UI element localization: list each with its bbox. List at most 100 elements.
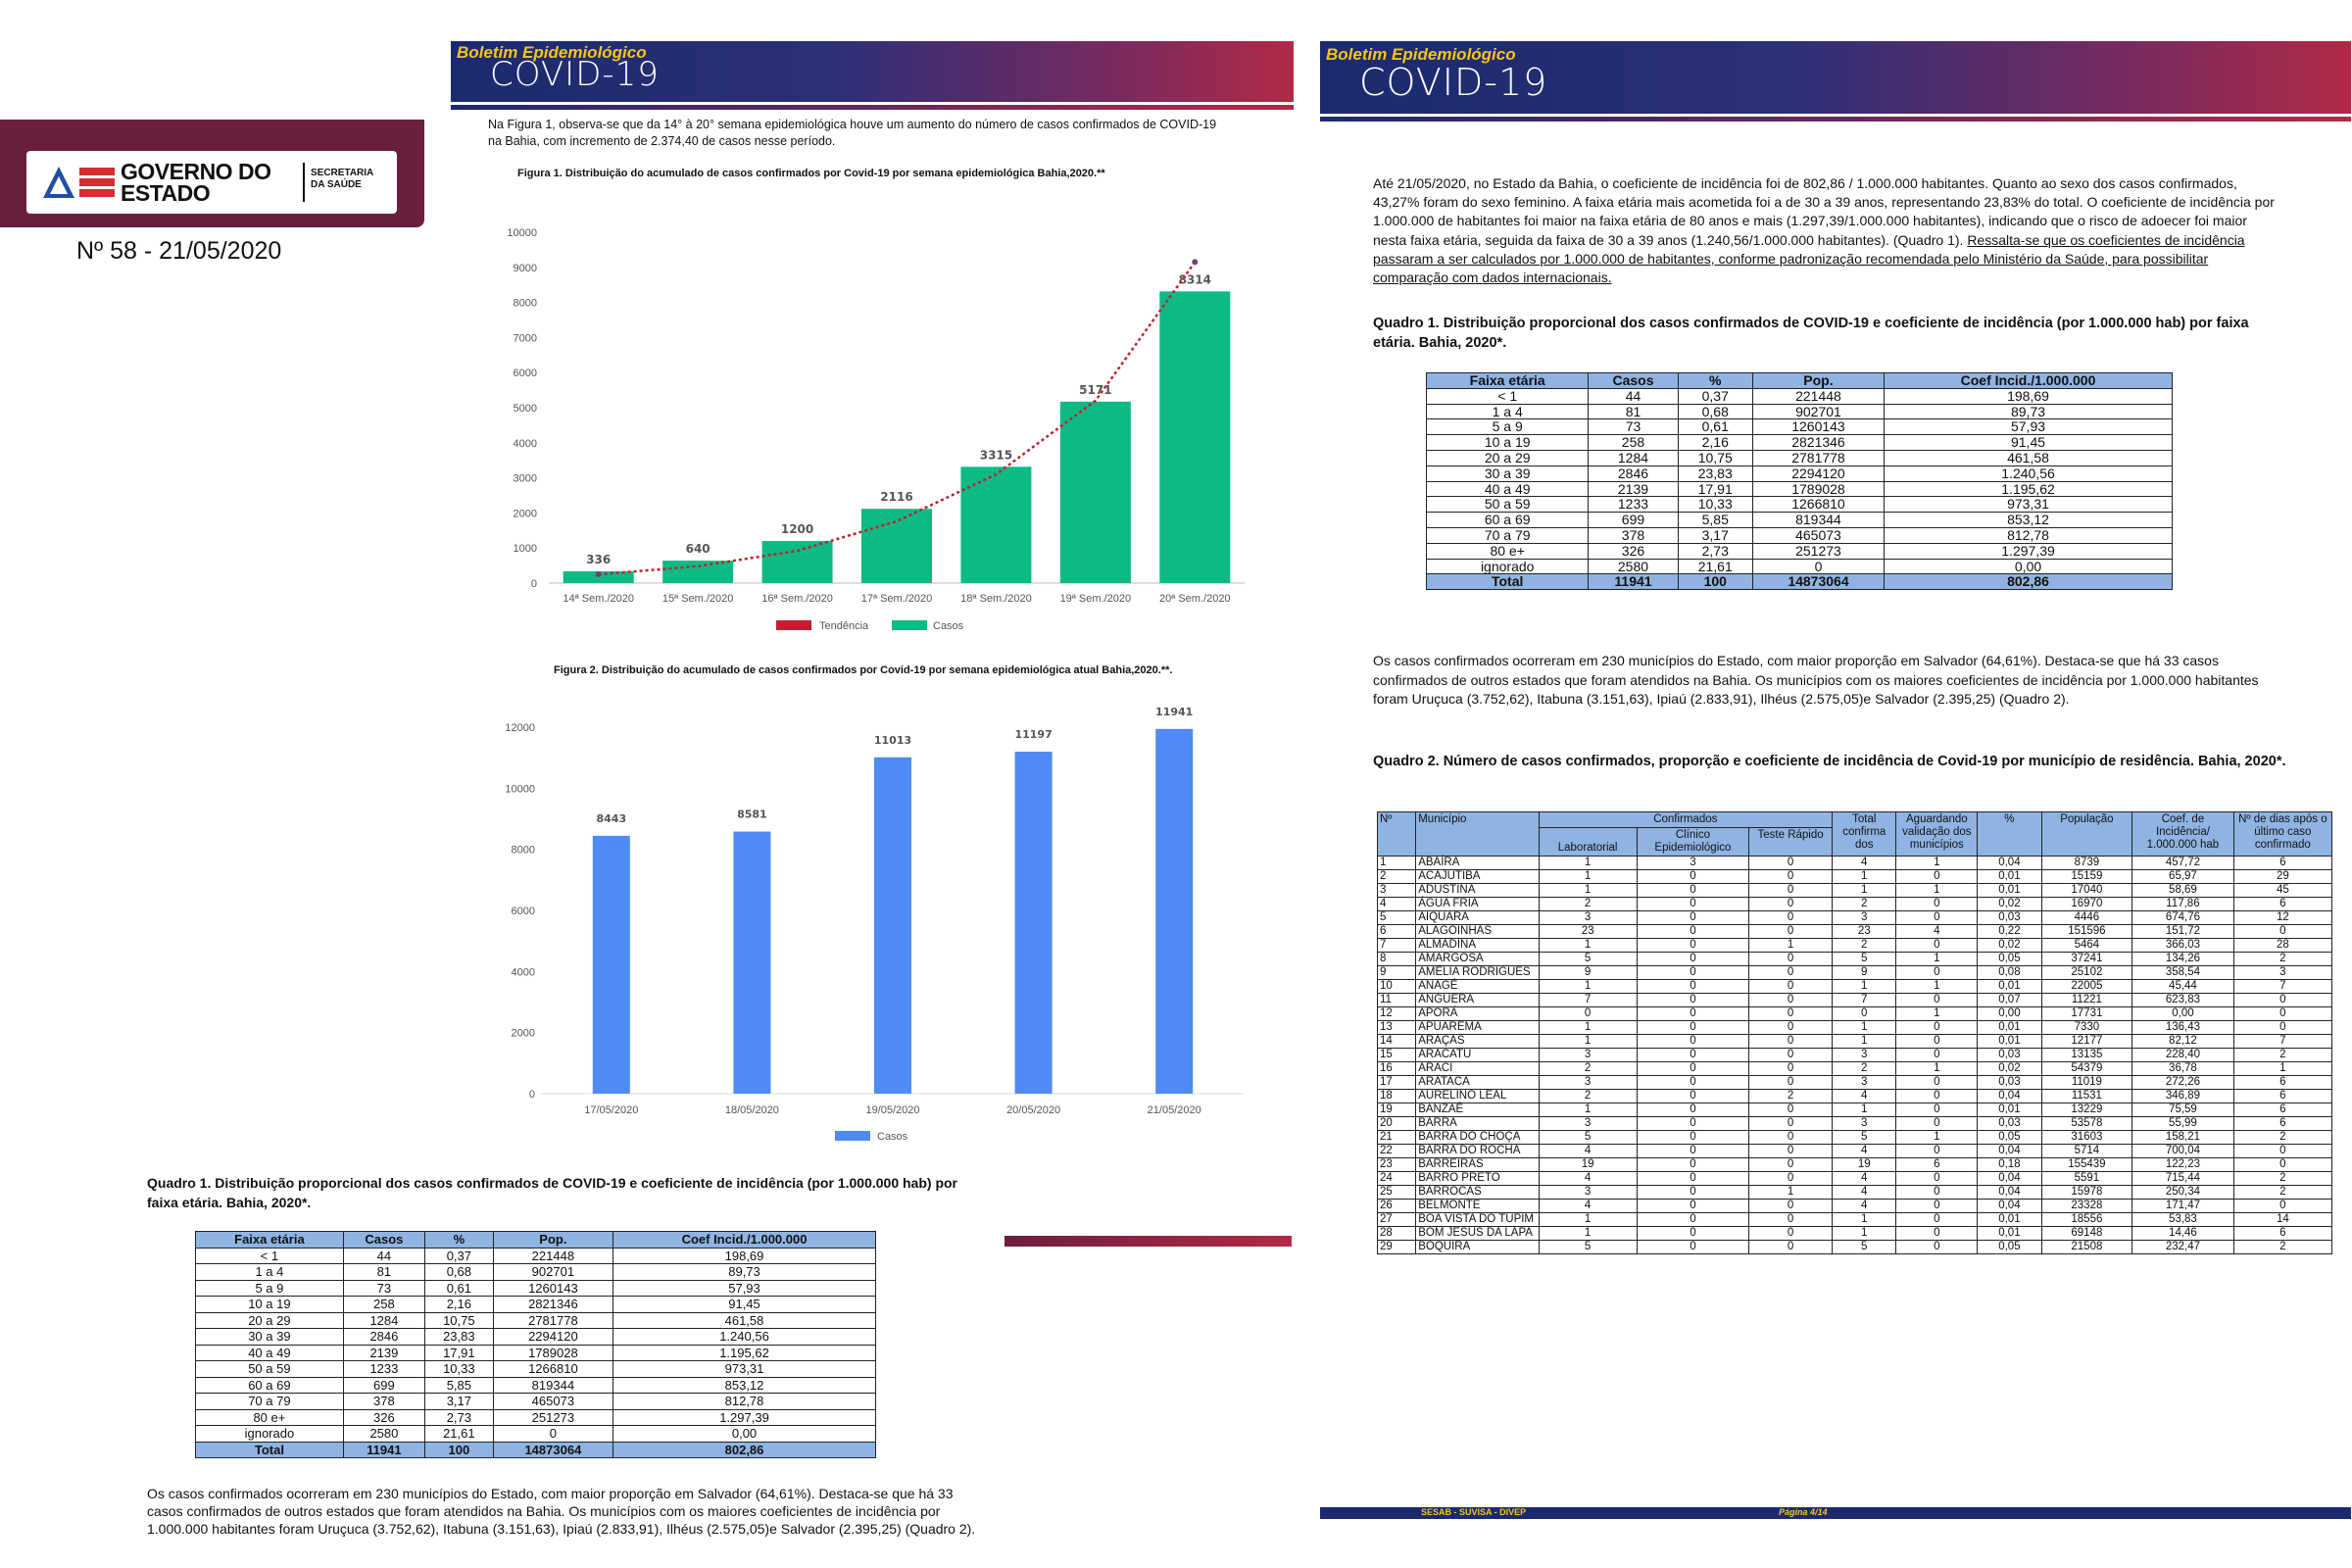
table-cell: 221448	[492, 1247, 614, 1264]
table-cell: 0,61	[1677, 418, 1753, 436]
table-cell: 158,21	[2132, 1130, 2234, 1145]
table-cell: 1	[1538, 856, 1638, 870]
table-cell: 1	[1538, 1102, 1638, 1117]
table-cell: 151596	[2040, 924, 2133, 939]
table-cell: BARREIRAS	[1415, 1157, 1540, 1172]
table-cell: 0,00	[1977, 1006, 2042, 1021]
bar	[861, 509, 932, 583]
table-row: 20 a 29 1284 10,75 2781778 461,58	[1425, 449, 2173, 466]
table-cell: 2	[2232, 1240, 2333, 1254]
table-cell: 0,02	[1977, 938, 2042, 953]
x-tick-label: 16ª Sem./2020	[761, 593, 833, 605]
table-header-row: Faixa etária Casos% Pop. Coef Incid./1.000.…	[195, 1231, 876, 1249]
table-row: 30 a 39 2846 23,83 2294120 1.240,56	[195, 1328, 876, 1346]
table-cell: 6	[2232, 1226, 2333, 1241]
table-cell: 2	[1832, 897, 1897, 911]
table-cell: 6	[1376, 924, 1417, 939]
table-cell: 8739	[2040, 856, 2133, 870]
table-cell: 13135	[2040, 1048, 2133, 1062]
table-cell: 55,99	[2132, 1116, 2234, 1131]
table-cell: 973,31	[612, 1360, 876, 1378]
legend-trend-label: Tendência	[819, 620, 869, 632]
table-cell: 4	[1832, 1144, 1897, 1158]
table-row: 11 ANGUERA 7 0 0 7 0 0,07 11221 623,83 0	[1376, 993, 2333, 1007]
table-row: 50 a 59 1233 10,33 1266810 973,31	[195, 1360, 876, 1378]
table-cell: 326	[342, 1408, 426, 1426]
table-cell: 0	[1748, 1061, 1834, 1076]
table-cell: 50 a 59	[195, 1360, 344, 1378]
table-cell: 0	[1748, 979, 1834, 994]
table-cell: 0	[2232, 1020, 2333, 1035]
x-tick-label: 21/05/2020	[1148, 1104, 1201, 1116]
table-subheader-row: Laboratorial Clínico Epidemiológico Teste …	[1378, 827, 2332, 857]
table-cell: 0	[2232, 1157, 2333, 1172]
table-cell: 16970	[2040, 897, 2133, 911]
table-cell: 26	[1376, 1199, 1417, 1213]
table-cell: ALMADINA	[1415, 938, 1540, 953]
column-header: Laboratorial	[1538, 827, 1638, 857]
table-row: 40 a 49 2139 17,91 1789028 1.195,62	[195, 1344, 876, 1361]
table-cell: 122,23	[2132, 1157, 2234, 1172]
table-cell: 0	[1895, 869, 1979, 884]
table-row: 22 BARRA DO ROCHA 4 0 0 4 0 0,04 5714 700,04 0	[1376, 1144, 2333, 1158]
table-row: 7 ALMADINA 1 0 1 2 0 0,02 5464 366,03 28	[1376, 938, 2333, 953]
y-tick-label: 3000	[514, 473, 537, 485]
table-cell: 2139	[342, 1344, 426, 1361]
table-cell: 10,75	[1677, 449, 1753, 466]
table-cell: 1266810	[492, 1360, 614, 1378]
table-cell: 700,04	[2132, 1144, 2234, 1158]
table-cell: 1789028	[1751, 480, 1886, 498]
table-row: 20 BARRA 3 0 0 3 0 0,03 53578 55,99 6	[1376, 1116, 2333, 1131]
table-cell: 0,08	[1977, 965, 2042, 980]
table-cell: 0,68	[424, 1263, 494, 1281]
table-cell: ANGUERA	[1415, 993, 1540, 1007]
table-cell: 117,86	[2132, 897, 2234, 911]
table-cell: 82,12	[2132, 1034, 2234, 1049]
y-tick-label: 1000	[514, 543, 537, 555]
table-cell: ALAGOINHAS	[1415, 924, 1540, 939]
table-cell: 1.297,39	[1884, 542, 2173, 560]
column-header: Faixa etária	[195, 1231, 344, 1249]
table-cell: 0	[1895, 1102, 1979, 1117]
figure1-chart: 0 1000 2000 3000 4000 5000 6000 7000 8000 9000 100…	[490, 218, 1254, 649]
table-cell: 0	[2232, 1199, 2333, 1213]
table-row: 19 BANZAÊ 1 0 0 1 0 0,01 13229 75,59 6	[1376, 1102, 2333, 1117]
table-cell: 0	[1636, 1199, 1750, 1213]
table-cell: 9	[1538, 965, 1638, 980]
table-cell: 1233	[1588, 496, 1679, 514]
page4-after-table: Os casos confirmados ocorreram em 230 mu…	[1373, 653, 2259, 707]
table-cell: 3	[2232, 965, 2333, 980]
table-cell: 5464	[2040, 938, 2133, 953]
table-cell: 6	[1895, 1157, 1979, 1172]
table-cell: 0	[1636, 924, 1750, 939]
table-cell: 5	[1538, 1130, 1638, 1145]
table-cell: 8	[1376, 952, 1417, 966]
table-cell: 23,83	[424, 1328, 494, 1346]
table-cell: 0	[1748, 910, 1834, 925]
table-row: 12 APORÁ 0 0 0 0 1 0,00 17731 0,00 0	[1376, 1006, 2333, 1021]
table-cell: 699	[1588, 512, 1679, 528]
table-cell: 23,83	[1677, 465, 1753, 482]
table-cell: 6	[2232, 1102, 2333, 1117]
table-cell: 0	[1895, 897, 1979, 911]
bar	[662, 561, 734, 583]
table-cell: 0	[1895, 1048, 1979, 1062]
table-cell: 2821346	[492, 1296, 614, 1313]
table-cell: 1	[1538, 1020, 1638, 1035]
table-cell: 9	[1376, 965, 1417, 980]
table-cell: 0	[1748, 1048, 1834, 1062]
trend-point	[1192, 259, 1199, 266]
table-cell: 11941	[1588, 573, 1679, 591]
table-cell: 0,22	[1977, 924, 2042, 939]
table-row: 5 a 9 73 0,61 1260143 57,93	[1425, 418, 2173, 436]
table-cell: 0,00	[1884, 558, 2173, 575]
legend-trend-swatch	[776, 620, 811, 630]
table-cell: 53,83	[2132, 1212, 2234, 1227]
table-cell: 14873064	[1751, 573, 1886, 591]
legend-cases-label: Casos	[877, 1131, 908, 1143]
table-cell: 198,69	[1884, 387, 2173, 405]
y-tick-label: 0	[531, 578, 537, 590]
table-row: 60 a 69 699 5,85 819344 853,12	[1425, 512, 2173, 528]
table-cell: 4	[1895, 924, 1979, 939]
table-cell: 155439	[2040, 1157, 2133, 1172]
